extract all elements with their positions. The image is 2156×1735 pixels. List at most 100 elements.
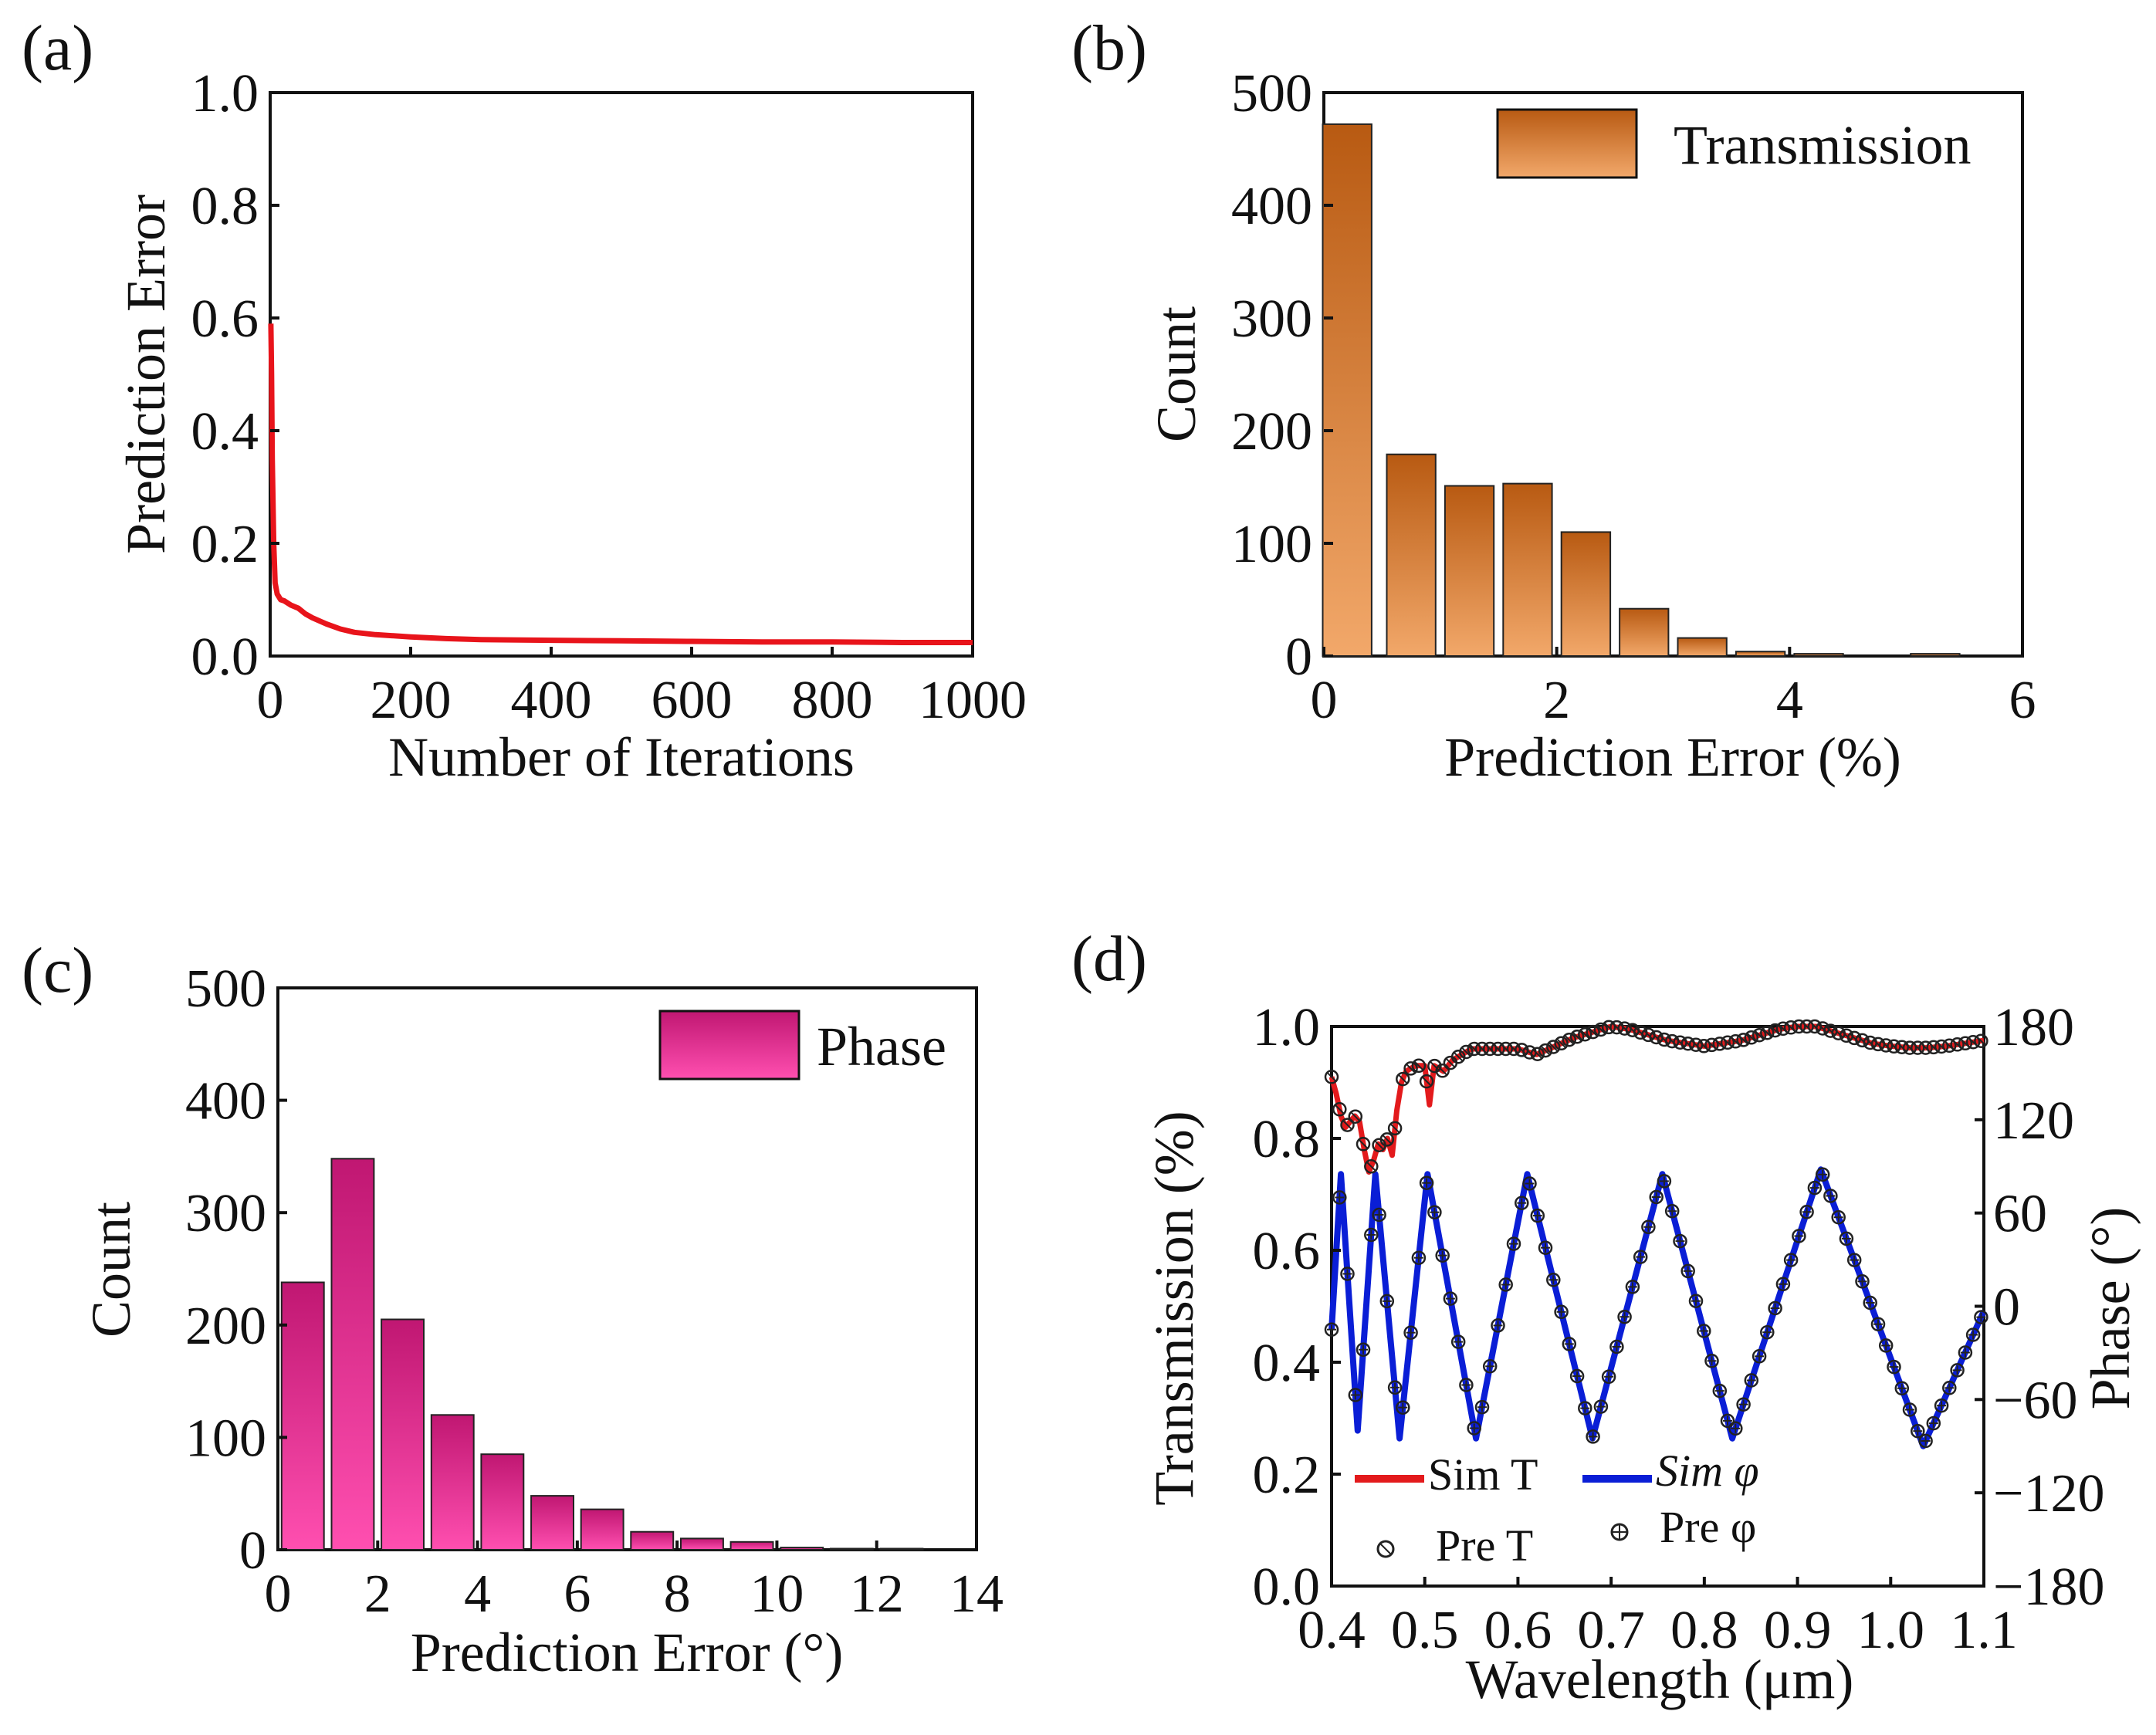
panel-d-axes-frame [1330,1025,1985,1588]
series-line-prediction-error [268,323,973,645]
marker-pre-phi [1530,1208,1545,1223]
marker-pre-phi [1364,1227,1379,1243]
marker-pre-phi [1633,1250,1648,1264]
legend-label-sim-phi: Sim φ [1656,1446,1759,1496]
marker-pre-phi [1934,1398,1949,1413]
y-tick-label: 200 [1231,402,1312,462]
marker-pre-phi [1387,1380,1403,1395]
marker-pre-phi [1807,1180,1823,1196]
marker-pre-t [1340,1118,1355,1132]
x-tick-label: 0.4 [1298,1601,1366,1660]
legend-label-pre-phi: Pre φ [1660,1502,1756,1552]
y-tick-label: 300 [185,1184,266,1243]
y-tick-label: 0.8 [191,177,259,236]
marker-pre-t [1569,1029,1585,1044]
legend-label-pre-t: Pre T [1436,1520,1533,1571]
series-line-sim-t [1328,1023,1985,1175]
panel-b: (b) 0 2 4 6 0 100 200 300 400 500 Transmission Pr… [1071,12,2036,788]
legend-marker-pre-t [1376,1540,1395,1558]
panel-c-axes-frame [276,986,978,1551]
bar [1735,651,1786,658]
marker-pre-phi [1736,1397,1751,1412]
x-tick-label: 8 [664,1564,691,1624]
panel-b-xlabel: Prediction Error (%) [1444,726,1901,788]
x-tick-label: 0.5 [1391,1601,1459,1660]
marker-pre-phi [1728,1421,1743,1436]
marker-pre-phi [1641,1219,1656,1235]
y-tick-label: 0.0 [191,627,259,687]
bar [680,1537,724,1551]
panel-c-label: (c) [22,935,93,1006]
marker-pre-t [1538,1043,1553,1058]
y-right-tick-label: 180 [1993,998,2074,1057]
marker-pre-phi [1846,1253,1862,1267]
x-tick-label: 4 [1776,671,1803,730]
y-tick-label: 0.8 [1253,1110,1321,1169]
marker-pre-t [1332,1102,1347,1117]
x-tick-label: 1.0 [1857,1601,1925,1660]
panel-b-plot-area [1322,123,1961,658]
marker-pre-phi [1902,1402,1917,1417]
marker-pre-t [1403,1061,1418,1076]
marker-pre-phi [1752,1349,1767,1364]
marker-pre-t [1736,1033,1751,1047]
x-tick-label: 200 [371,671,452,730]
marker-pre-phi [1792,1229,1806,1243]
marker-pre-phi [1926,1415,1941,1431]
marker-pre-t [1760,1025,1775,1040]
marker-pre-phi [1474,1399,1490,1415]
marker-pre-phi [1855,1274,1870,1289]
x-tick-label: 600 [652,671,733,730]
legend-label-phase: Phase [817,1016,946,1077]
marker-pre-phi [1870,1317,1886,1331]
bar [1386,453,1437,657]
marker-pre-phi [1815,1167,1830,1182]
marker-pre-t [1356,1137,1371,1152]
y-right-tick-label: 0 [1993,1278,2020,1338]
bar [381,1318,425,1551]
bar [1502,482,1553,657]
marker-pre-phi [1625,1280,1640,1294]
marker-pre-phi [1831,1209,1846,1225]
panel-d-plot-area [1324,1019,1988,1449]
bar [280,1281,325,1551]
panel-d-ylabel-right: Phase (°) [2080,1207,2141,1410]
marker-pre-phi [1562,1337,1577,1351]
marker-pre-phi [1950,1363,1965,1378]
marker-pre-phi [1340,1267,1355,1281]
bar [430,1414,475,1551]
marker-pre-phi [1649,1189,1664,1205]
panel-c-plot-area [280,1158,924,1551]
y-tick-label: 0 [1285,627,1312,687]
marker-pre-phi [1878,1338,1894,1353]
panel-d-ticks: 0.4 0.5 0.6 0.7 0.8 0.9 1.0 1.1 0.0 0.2 0.4 0.6 0.8 1… [1253,998,2105,1660]
marker-pre-phi [1411,1250,1427,1265]
marker-pre-t [1974,1033,1988,1048]
panel-a-label: (a) [22,12,93,84]
x-tick-label: 14 [949,1564,1004,1624]
y-tick-label: 100 [1231,515,1312,574]
marker-pre-t [1396,1071,1410,1087]
panel-d-ylabel: Transmission (%) [1143,1111,1205,1505]
y-right-tick-label: 60 [1993,1185,2047,1244]
x-tick-label: 0.9 [1764,1601,1832,1660]
marker-pre-phi [1491,1318,1505,1333]
marker-pre-phi [1664,1203,1680,1219]
marker-pre-phi [1911,1423,1925,1439]
legend-marker-pre-phi [1610,1523,1629,1541]
marker-pre-phi [1372,1207,1386,1223]
marker-pre-phi [1586,1429,1600,1444]
marker-pre-phi [1403,1325,1418,1340]
y-tick-label: 0.4 [191,402,259,462]
y-tick-label: 500 [1231,64,1312,123]
marker-pre-phi [1324,1322,1339,1337]
marker-pre-phi [1435,1248,1450,1263]
marker-pre-phi [1482,1359,1498,1374]
x-tick-label: 10 [750,1564,804,1624]
bar [1910,653,1961,657]
y-tick-label: 1.0 [191,64,259,123]
panel-a-xlabel: Number of Iterations [388,726,855,788]
panel-d: (d) 0.4 0.5 0.6 0.7 0.8 0.9 1.0 1.1 0.0 0.2 0.4 0.6… [1071,923,2141,1710]
y-right-tick-label: 120 [1993,1091,2074,1151]
marker-pre-phi [1760,1324,1775,1340]
